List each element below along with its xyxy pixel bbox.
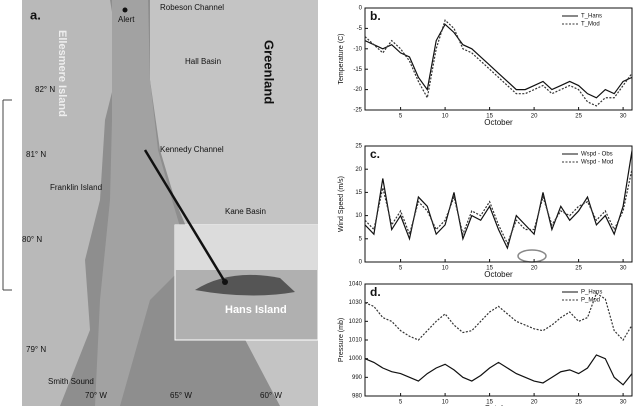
legend-label: P_Mod (581, 298, 600, 304)
panel-label: c. (370, 147, 380, 161)
y-tick-label: 990 (352, 375, 363, 381)
x-tick-label: 30 (620, 266, 627, 272)
arrow-head (222, 279, 228, 285)
series-line (364, 354, 633, 386)
series-line (364, 169, 633, 245)
y-tick-label: 5 (359, 236, 363, 242)
series-line (364, 150, 633, 250)
x-tick-label: 10 (442, 400, 449, 406)
map-label: Smith Sound (48, 377, 94, 386)
inset-island (195, 274, 295, 296)
y-tick-label: 1000 (349, 356, 363, 362)
map-label: 81° N (26, 150, 46, 159)
y-tick-label: -10 (353, 46, 362, 52)
map-label: 60° W (260, 391, 282, 400)
y-tick-label: 1040 (349, 282, 363, 288)
map-label: 82° N (35, 85, 55, 94)
x-tick-label: 25 (575, 266, 582, 272)
plot-frame (364, 7, 633, 111)
map-label: Greenland (262, 40, 277, 104)
plot-frame (364, 145, 633, 263)
y-tick-label: 1020 (349, 319, 363, 325)
map-label: 79° N (26, 345, 46, 354)
legend-label: Wspd - Mod (581, 160, 613, 166)
map-label: Ellesmere Island (56, 30, 68, 117)
map-label: 70° W (85, 391, 107, 400)
y-axis-label: Pressure (mb) (338, 318, 345, 362)
panel-label: b. (370, 9, 381, 23)
series-line (364, 292, 633, 341)
map-label: Kennedy Channel (160, 145, 224, 154)
y-tick-label: 25 (355, 144, 362, 150)
strait (95, 0, 190, 406)
y-tick-label: 980 (352, 394, 363, 400)
map-label: Hans Island (225, 304, 287, 316)
land (22, 0, 120, 406)
x-tick-label: 25 (575, 400, 582, 406)
panel-label: a. (30, 7, 41, 22)
panel-label: d. (370, 285, 381, 299)
x-tick-label: 5 (399, 266, 403, 272)
inset-sky (175, 225, 318, 270)
x-tick-label: 15 (486, 266, 493, 272)
legend-label: T_Mod (581, 22, 600, 28)
x-tick-label: 10 (442, 114, 449, 120)
x-tick-label: 20 (531, 400, 538, 406)
map: a. Alert Robeson Channel Ellesmere Islan… (22, 0, 319, 406)
map-label: Kane Basin (225, 207, 266, 216)
y-tick-label: -5 (357, 26, 363, 32)
series-line (364, 19, 633, 107)
y-tick-label: 20 (355, 167, 362, 173)
x-tick-label: 20 (531, 266, 538, 272)
map-label: Hall Basin (185, 57, 221, 66)
map-label: Robeson Channel (160, 3, 224, 12)
y-tick-label: 0 (359, 6, 363, 12)
y-tick-label: -20 (353, 87, 362, 93)
x-tick-label: 25 (575, 114, 582, 120)
x-axis-label: October (484, 118, 513, 127)
y-tick-label: 1030 (349, 300, 363, 306)
series-line (364, 23, 633, 99)
map-label: Alert (118, 15, 135, 24)
arrow (143, 149, 227, 283)
y-axis-label: Wind Speed (m/s) (338, 176, 345, 232)
legend-label: Wspd - Obs (581, 152, 613, 158)
x-tick-label: 20 (531, 114, 538, 120)
legend-label: P_Hans (581, 290, 602, 296)
alert-dot (122, 7, 128, 13)
y-axis-label: Temperature (C) (338, 34, 345, 85)
x-tick-label: 30 (620, 114, 627, 120)
map-label: 65° W (170, 391, 192, 400)
y-tick-label: 10 (355, 213, 362, 219)
legend-label: T_Hans (581, 14, 602, 20)
map-label: Franklin Island (50, 183, 102, 192)
y-tick-label: -15 (353, 67, 362, 73)
x-tick-label: 30 (620, 400, 627, 406)
x-tick-label: 15 (486, 400, 493, 406)
y-tick-label: 0 (359, 260, 363, 266)
x-tick-label: 5 (399, 114, 403, 120)
y-tick-label: -25 (353, 108, 362, 114)
y-tick-label: 1010 (349, 338, 363, 344)
x-axis-label: October (484, 270, 513, 279)
map-label: 80° N (22, 235, 42, 244)
y-tick-label: 15 (355, 190, 362, 196)
x-tick-label: 10 (442, 266, 449, 272)
x-tick-label: 15 (486, 114, 493, 120)
x-tick-label: 5 (399, 400, 403, 406)
